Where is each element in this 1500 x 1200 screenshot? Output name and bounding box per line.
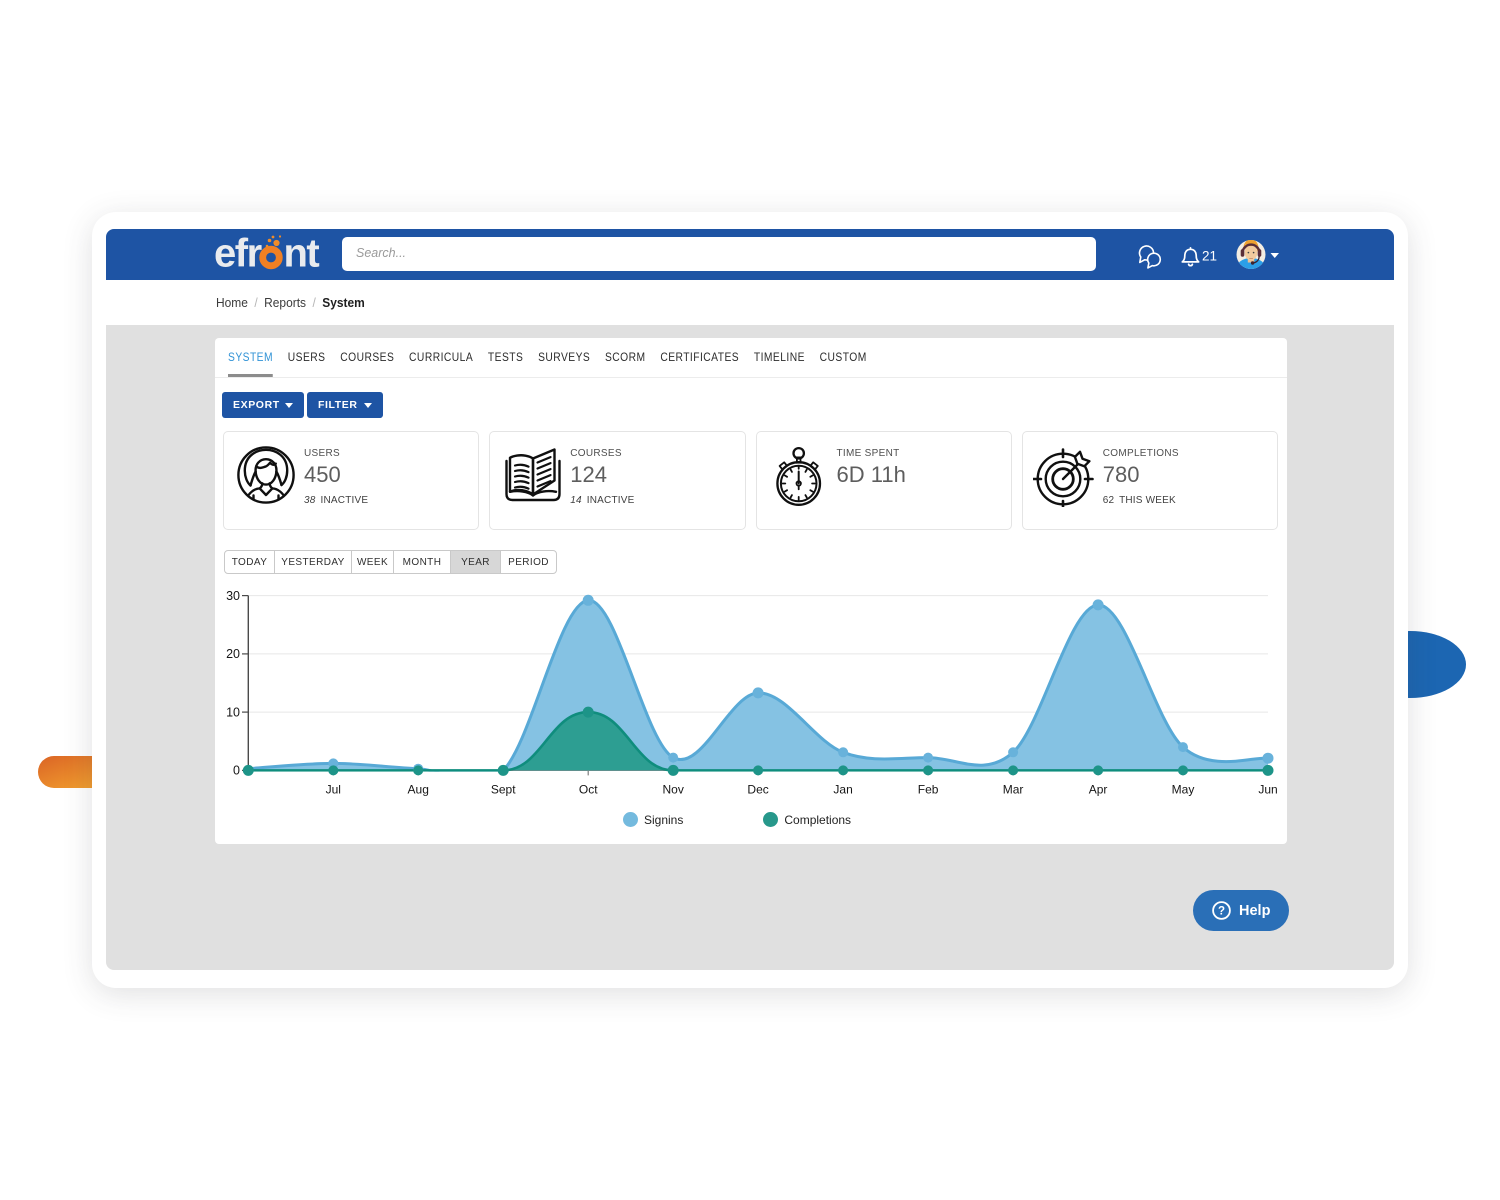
svg-text:Feb: Feb — [918, 783, 939, 797]
svg-text:Sept: Sept — [491, 783, 516, 797]
svg-text:0: 0 — [233, 764, 240, 778]
svg-text:Oct: Oct — [579, 783, 598, 797]
svg-text:Apr: Apr — [1089, 783, 1108, 797]
svg-text:Jun: Jun — [1258, 783, 1277, 797]
svg-text:30: 30 — [226, 589, 240, 603]
svg-text:21: 21 — [1202, 249, 1217, 264]
svg-text:Nov: Nov — [663, 783, 684, 797]
svg-text:May: May — [1172, 783, 1195, 797]
svg-text:Mar: Mar — [1003, 783, 1024, 797]
svg-text:?: ? — [1218, 906, 1225, 918]
svg-text:Aug: Aug — [408, 783, 429, 797]
svg-text:10: 10 — [226, 706, 240, 720]
svg-text:nt: nt — [284, 232, 320, 276]
svg-text:Jan: Jan — [833, 783, 852, 797]
svg-text:efr: efr — [214, 232, 262, 276]
svg-text:Dec: Dec — [747, 783, 768, 797]
svg-text:20: 20 — [226, 647, 240, 661]
svg-text:Jul: Jul — [326, 783, 341, 797]
